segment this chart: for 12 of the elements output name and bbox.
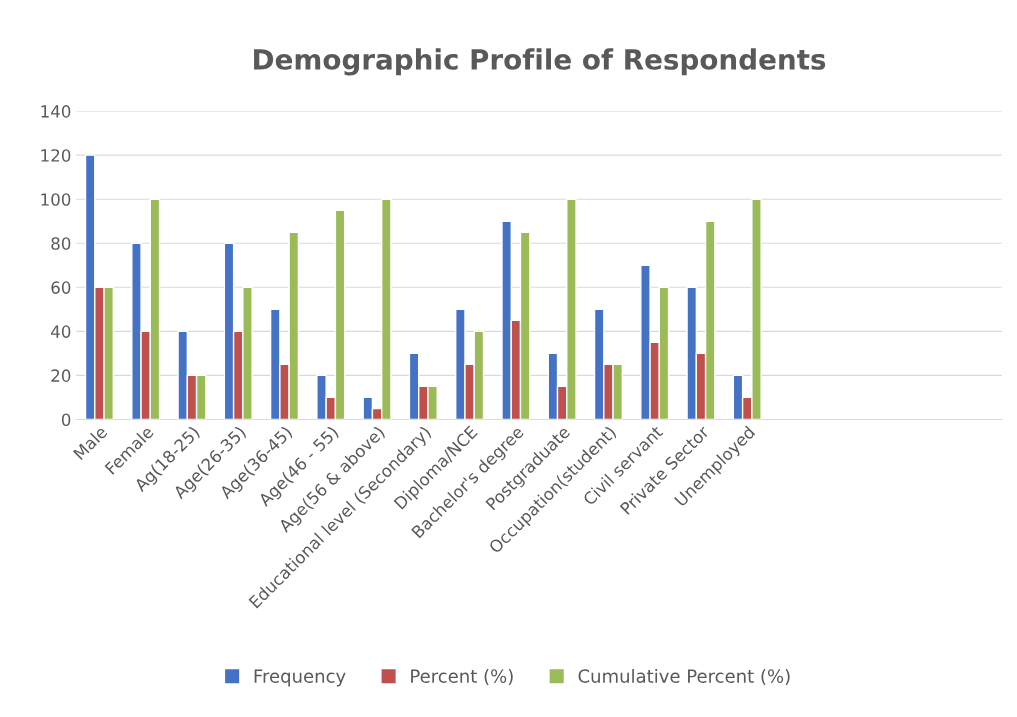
y-tick-label: 100: [41, 193, 71, 206]
chart-title: Demographic Profile of Respondents: [254, 48, 826, 76]
y-tick-label: 120: [41, 149, 71, 162]
legend-label: Frequency: [254, 669, 346, 687]
y-tick-label: 0: [61, 413, 71, 427]
legend-label: Cumulative Percent (%): [578, 668, 790, 686]
y-tick-label: 40: [51, 325, 71, 338]
legend-label: Percent (%): [411, 668, 513, 686]
y-tick-label: 140: [41, 105, 71, 118]
y-tick-label: 60: [51, 281, 71, 294]
y-tick-label: 80: [51, 237, 71, 250]
y-tick-label: 20: [51, 369, 71, 382]
